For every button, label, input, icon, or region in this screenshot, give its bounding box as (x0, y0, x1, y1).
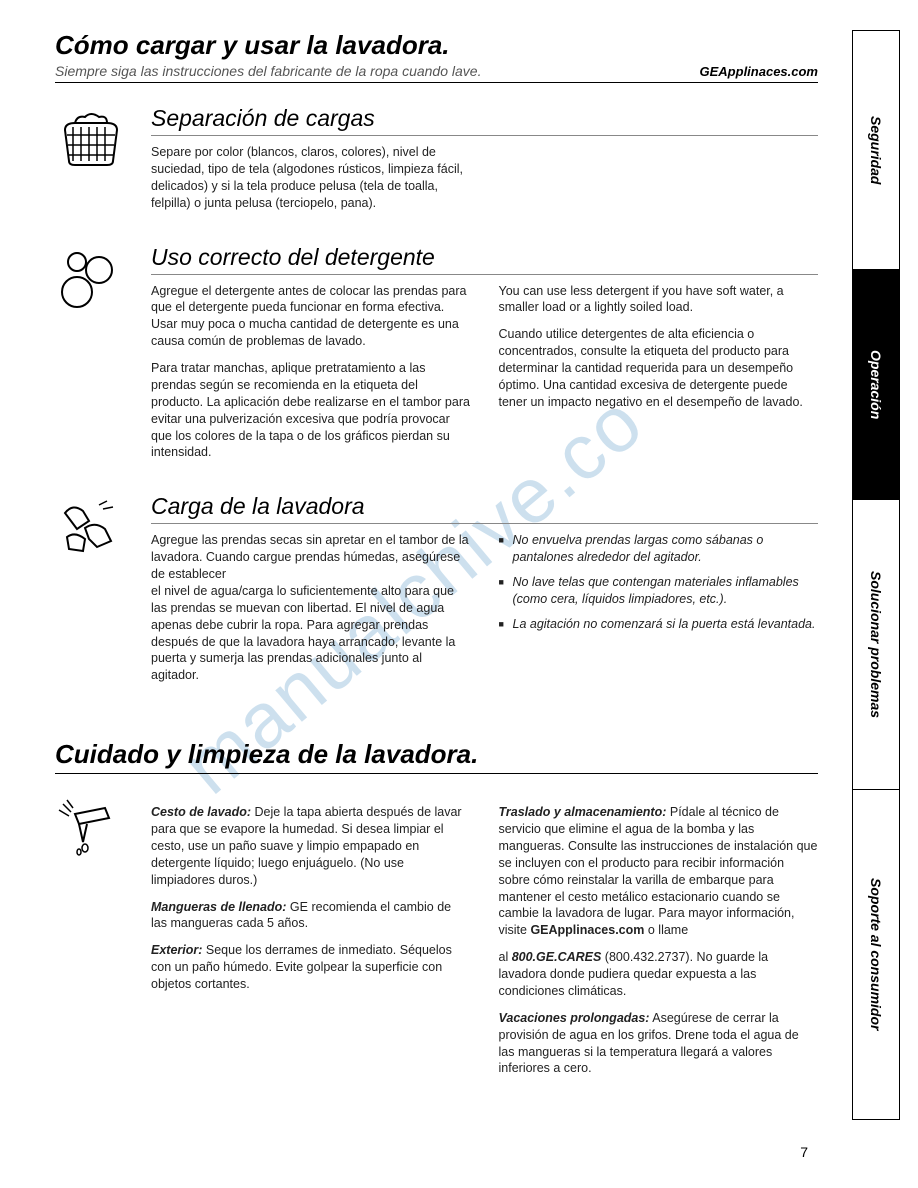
page-title-2: Cuidado y limpieza de la lavadora. (55, 739, 818, 770)
bubbles-icon (55, 244, 133, 472)
carga-bullet-1: No envuelva prendas largas como sábanas … (499, 532, 819, 566)
carga-bullet-2: No lave telas que contengan materiales i… (499, 574, 819, 608)
cuidado-traslado: Traslado y almacenamiento: Pídale al téc… (499, 804, 819, 939)
carga-bullet-3: La agitación no comenzará si la puerta e… (499, 616, 819, 633)
detergente-left-p2: Para tratar manchas, aplique pretratamie… (151, 360, 471, 461)
cuidado-mangueras: Mangueras de llenado: GE recomienda el c… (151, 899, 471, 933)
cuidado-exterior: Exterior: Seque los derrames de inmediat… (151, 942, 471, 993)
detergente-left-p1: Agregue el detergente antes de colocar l… (151, 283, 471, 351)
cuidado-phone: al 800.GE.CARES (800.432.2737). No guard… (499, 949, 819, 1000)
cuidado-cesto: Cesto de lavado: Deje la tapa abierta de… (151, 804, 471, 888)
section-title-separacion: Separación de cargas (151, 105, 818, 136)
brand-url: GEApplinaces.com (700, 64, 818, 79)
page-title: Cómo cargar y usar la lavadora. (55, 30, 450, 61)
title-divider-2 (55, 773, 818, 774)
separacion-body: Separe por color (blancos, claros, color… (151, 144, 471, 212)
clothes-icon (55, 493, 133, 684)
page-subtitle: Siempre siga las instrucciones del fabri… (55, 63, 481, 79)
title-divider (55, 82, 818, 83)
cuidado-vacaciones: Vacaciones prolongadas: Asegúrese de cer… (499, 1010, 819, 1078)
carga-left-p2: el nivel de agua/carga lo suficientement… (151, 583, 471, 684)
detergente-right-p1: You can use less detergent if you have s… (499, 283, 819, 317)
section-title-carga: Carga de la lavadora (151, 493, 818, 524)
sponge-icon (55, 796, 133, 1087)
section-title-detergente: Uso correcto del detergente (151, 244, 818, 275)
basket-icon (55, 105, 133, 222)
carga-left-p1: Agregue las prendas secas sin apretar en… (151, 533, 469, 581)
detergente-right-p2: Cuando utilice detergentes de alta efici… (499, 326, 819, 410)
page-number: 7 (800, 1144, 808, 1160)
